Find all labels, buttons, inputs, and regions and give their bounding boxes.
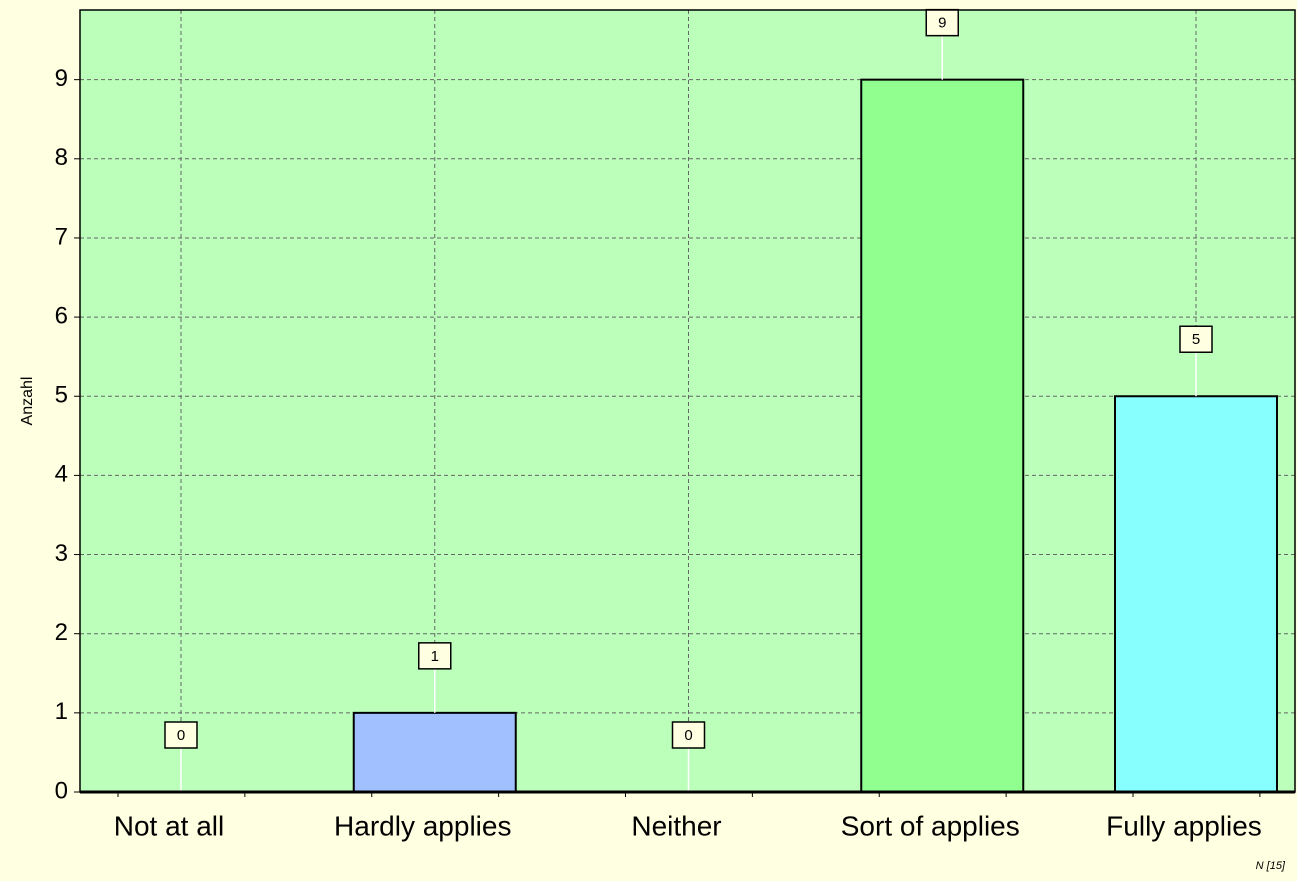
x-tick-label: Hardly applies <box>334 810 511 841</box>
value-label: 5 <box>1192 331 1200 348</box>
x-tick-label: Fully applies <box>1106 810 1262 841</box>
x-tick-label: Sort of applies <box>841 810 1020 841</box>
y-tick-label: 4 <box>55 461 68 488</box>
label-box <box>418 642 452 670</box>
label-box <box>1179 325 1213 354</box>
label-box <box>671 721 706 749</box>
plot-area <box>80 10 1295 792</box>
x-tick-label: Not at all <box>114 810 225 841</box>
value-label: 0 <box>177 727 185 744</box>
y-tick-label: 1 <box>55 698 68 725</box>
y-tick-label: 3 <box>55 540 68 567</box>
value-label: 9 <box>938 15 946 32</box>
label-box <box>164 721 198 749</box>
value-label: 0 <box>684 727 692 744</box>
y-tick-label: 2 <box>55 619 68 646</box>
y-tick-label: 6 <box>55 302 68 329</box>
bar <box>860 78 1025 794</box>
label-box <box>925 8 959 37</box>
y-axis-label: Anzahl <box>19 377 36 426</box>
y-tick-label: 0 <box>55 777 68 804</box>
y-tick-label: 7 <box>55 223 68 250</box>
bar <box>352 711 517 794</box>
note: N [15] <box>1256 860 1286 872</box>
x-tick-label: Neither <box>631 810 721 841</box>
y-tick-label: 8 <box>55 144 68 171</box>
value-label: 1 <box>431 648 439 665</box>
bar <box>1114 395 1278 793</box>
y-tick-label: 9 <box>55 65 68 92</box>
y-tick-label: 5 <box>55 382 68 409</box>
